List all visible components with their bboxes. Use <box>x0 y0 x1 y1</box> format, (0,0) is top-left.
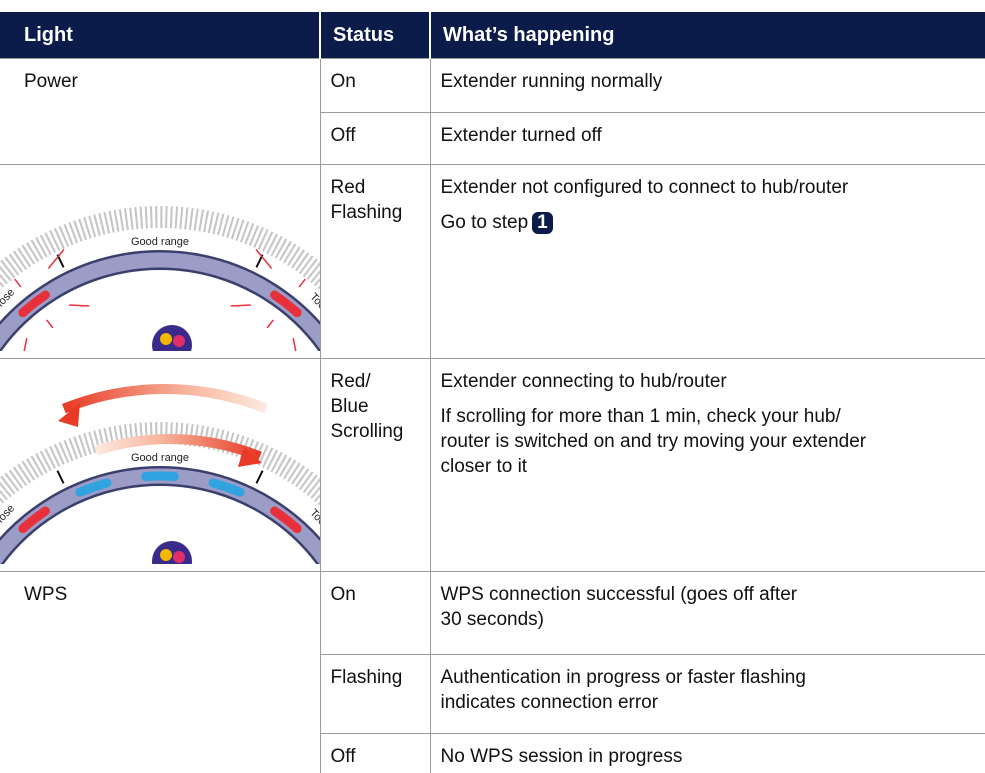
logo-dot <box>160 333 172 345</box>
range-tick <box>255 470 264 484</box>
status-line: On <box>330 71 356 92</box>
paragraph: Extender not configured to connect to hu… <box>441 175 976 200</box>
text-line: 30 seconds) <box>440 609 545 630</box>
logo-dot <box>160 549 172 561</box>
status-line: Blue <box>330 396 369 417</box>
arrow-arc <box>94 434 262 462</box>
text-line: closer to it <box>440 456 528 477</box>
text-line: Extender turned off <box>440 125 602 146</box>
flash-ray <box>230 304 251 307</box>
paragraph: Extender connecting to hub/router <box>441 369 976 394</box>
status-cell: Off <box>319 112 430 165</box>
text-line: WPS connection successful (goes off afte… <box>440 584 798 605</box>
status-cell: Red Flashing <box>319 164 430 359</box>
table-row: Power On Extender running normally <box>0 58 985 165</box>
flash-ray <box>47 248 65 269</box>
paragraph: If scrolling for more than 1 min, check … <box>441 404 976 479</box>
blue-light <box>75 478 112 497</box>
status-cell: On <box>319 571 430 655</box>
status-cell: Red/Blue Scrolling <box>319 358 430 572</box>
red-light <box>270 506 302 534</box>
paragraph: Extender running normally <box>441 69 976 94</box>
status-line: Off <box>330 746 356 767</box>
logo <box>152 325 192 365</box>
step-badge: 1 <box>532 212 553 234</box>
logo-dot <box>173 551 185 563</box>
text-line: router is switched on and try moving you… <box>440 431 867 452</box>
table-row: Off Extender turned off <box>0 112 985 165</box>
description-cell: Extender connecting to hub/router If scro… <box>429 358 985 572</box>
header-cell: Status <box>319 12 430 59</box>
description-cell: Extender turned off <box>429 112 985 165</box>
description-cell: Extender running normally <box>429 58 985 113</box>
flash-ray <box>22 337 28 359</box>
table-body: Power On Extender running normally Off Exten… <box>0 58 985 773</box>
flash-ray <box>255 248 273 269</box>
flash-ray <box>266 319 274 329</box>
status-line: On <box>330 584 356 605</box>
lights-table: Light Status What’s happening Power On Ext… <box>0 12 985 773</box>
range-tick <box>56 470 65 484</box>
status-cell: On <box>319 58 430 113</box>
paragraph: WPS connection successful (goes off afte… <box>441 582 976 632</box>
dial-label: Good range <box>131 452 189 464</box>
arrow-head <box>238 447 262 467</box>
status-line: Off <box>330 125 356 146</box>
logo <box>152 541 192 581</box>
header-cell: Light <box>0 12 320 59</box>
text-line: Extender connecting to hub/router <box>440 371 727 392</box>
status-line: Red/ <box>330 371 371 392</box>
text-line: If scrolling for more than 1 min, check … <box>440 406 841 427</box>
flash-ray <box>69 304 90 307</box>
paragraph: Authentication in progress or faster fla… <box>441 665 976 715</box>
description-cell: Authentication in progress or faster fla… <box>429 654 985 734</box>
status-cell: Flashing <box>319 654 430 734</box>
text-line: indicates connection error <box>440 692 659 713</box>
status-line: Scrolling <box>330 421 404 442</box>
text-line: Go to step <box>440 212 529 233</box>
flash-ray <box>14 278 22 288</box>
description-cell: Extender not configured to connect to hu… <box>429 164 985 359</box>
status-line: Red <box>330 177 366 198</box>
flash-ray <box>292 337 298 359</box>
arrow-arc <box>61 384 269 414</box>
flash-ray <box>46 319 54 329</box>
dial-label: Good range <box>131 236 189 248</box>
red-light <box>270 290 302 318</box>
header-cell: What’s happening <box>429 12 985 59</box>
paragraph: Extender turned off <box>441 123 976 148</box>
red-light <box>18 506 50 534</box>
table-row: Flashing Authentication in progress or fa… <box>0 654 985 734</box>
status-line: Flashing <box>330 202 403 223</box>
header-row: Light Status What’s happening <box>0 12 985 59</box>
text-line: Extender running normally <box>440 71 663 92</box>
text-line: No WPS session in progress <box>440 746 683 767</box>
flash-ray <box>298 278 306 288</box>
text-line: Authentication in progress or faster fla… <box>440 667 806 688</box>
table-row: WPS On WPS connection successful (goes off… <box>0 571 985 773</box>
table-row: Off No WPS session in progress <box>0 733 985 773</box>
description-cell: No WPS session in progress <box>429 733 985 773</box>
blue-light <box>208 478 245 497</box>
red-light <box>18 290 50 318</box>
status-line: Flashing <box>330 667 403 688</box>
status-cell: Off <box>319 733 430 773</box>
description-cell: WPS connection successful (goes off afte… <box>429 571 985 655</box>
logo-dot <box>173 335 185 347</box>
text-line: Extender not configured to connect to hu… <box>440 177 849 198</box>
light-cell: Power <box>0 58 320 165</box>
paragraph: Go to step 1 <box>441 210 976 235</box>
arrow-head <box>58 403 80 427</box>
light-cell: WPS <box>0 571 320 773</box>
paragraph: No WPS session in progress <box>441 744 976 769</box>
